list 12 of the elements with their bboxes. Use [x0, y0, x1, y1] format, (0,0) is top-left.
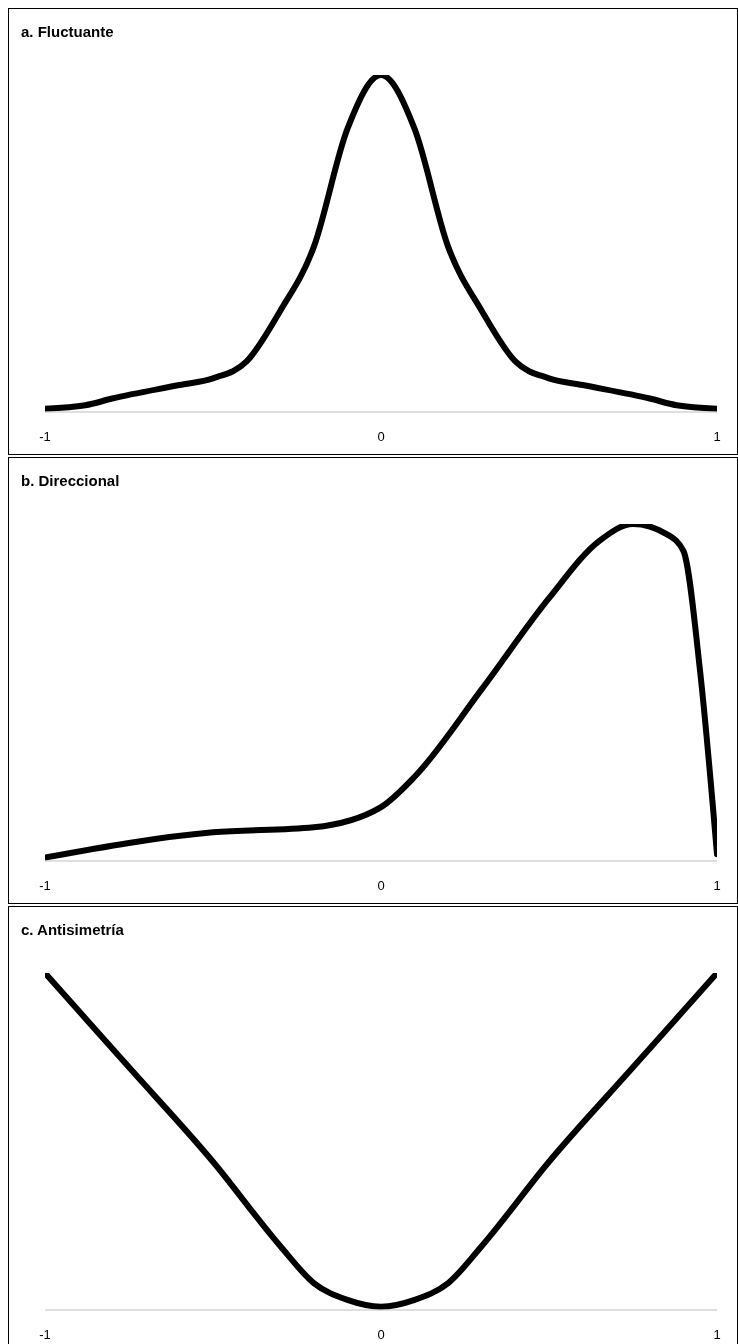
x-tick-label: -1: [39, 429, 51, 445]
x-tick-label: 1: [713, 1327, 721, 1343]
x-tick-label: 1: [713, 429, 721, 445]
x-tick-label: 0: [377, 1327, 385, 1343]
x-tick-label: -1: [39, 1327, 51, 1343]
chart-title: b. Direccional: [21, 472, 120, 489]
x-tick-label: 1: [713, 878, 721, 894]
x-tick-label: 0: [377, 878, 385, 894]
x-tick-label: -1: [39, 878, 51, 894]
chart-title: c. Antisimetría: [21, 921, 124, 938]
chart-title: a. Fluctuante: [21, 23, 114, 40]
x-tick-label: 0: [377, 429, 385, 445]
